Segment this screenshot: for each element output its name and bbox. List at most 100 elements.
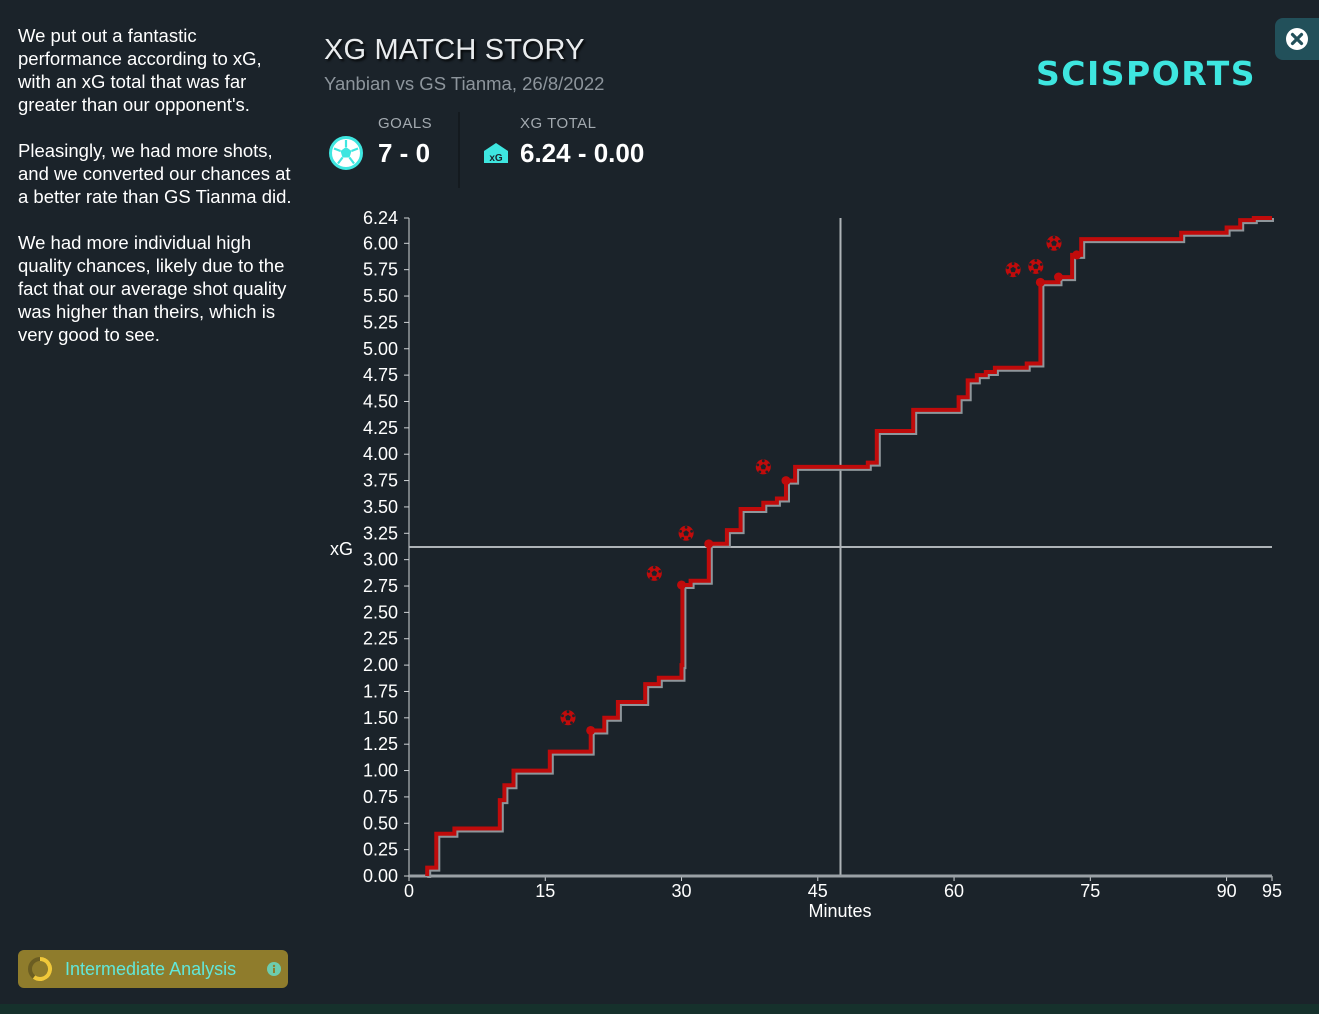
- goal-ball-center: [1051, 240, 1057, 246]
- x-tick-label: 95: [1262, 881, 1282, 901]
- y-tick-label: 4.75: [363, 365, 398, 385]
- goal-ball-patch: [679, 529, 682, 533]
- goal-ball-patch: [1047, 239, 1050, 243]
- y-tick-label: 5.25: [363, 312, 398, 332]
- goal-ball-patch: [1034, 259, 1038, 262]
- match-summary: We put out a fantastic performance accor…: [18, 24, 293, 369]
- xg-badge-text: xG: [489, 153, 503, 164]
- progress-ring-icon: [28, 957, 52, 981]
- goal-ball-patch: [1056, 246, 1059, 250]
- y-tick-label: 2.25: [363, 629, 398, 649]
- y-tick-label: 3.50: [363, 497, 398, 517]
- y-tick-label: 3.25: [363, 523, 398, 543]
- goal-ball-patch: [681, 536, 684, 540]
- goal-ball-center: [683, 530, 689, 536]
- y-tick-label: 6.24: [363, 208, 398, 228]
- intermediate-analysis-button[interactable]: Intermediate Analysis: [18, 950, 288, 988]
- close-icon: [1286, 28, 1308, 50]
- goal-ball-marker: [1028, 259, 1044, 274]
- shot-dot: [1054, 272, 1064, 282]
- x-axis-label: Minutes: [808, 901, 871, 921]
- close-button[interactable]: [1275, 18, 1319, 60]
- y-tick-label: 0.75: [363, 787, 398, 807]
- goal-ball-patch: [684, 525, 688, 529]
- y-tick-label: 1.75: [363, 681, 398, 701]
- goal-ball-patch: [649, 577, 653, 580]
- goal-ball-patch: [566, 710, 570, 714]
- y-tick-label: 4.50: [363, 391, 398, 411]
- y-tick-label: 3.00: [363, 550, 398, 570]
- chart-axes: 0.00 0.25 0.50 0.75 1.00 1.25 1.50 1.75 2.00 2.25…: [363, 208, 1282, 901]
- y-axis-label: xG: [330, 539, 353, 559]
- goal-ball-patch: [656, 577, 660, 580]
- y-tick-label: 4.00: [363, 444, 398, 464]
- y-tick-label: 2.75: [363, 576, 398, 596]
- analysis-label: Intermediate Analysis: [65, 959, 237, 979]
- goal-ball-patch: [1006, 266, 1009, 270]
- goal-ball-marker: [755, 459, 771, 475]
- goal-ball-marker: [560, 710, 576, 726]
- goal-ball-marker: [1005, 262, 1021, 278]
- goal-ball-patch: [1030, 270, 1034, 273]
- shot-markers: [560, 235, 1082, 735]
- goal-ball-center: [760, 463, 767, 470]
- goal-ball-patch: [1058, 239, 1061, 243]
- goal-ball-patch: [761, 459, 765, 463]
- y-tick-label: 2.00: [363, 655, 398, 675]
- x-tick-label: 60: [944, 881, 964, 901]
- summary-paragraph-2: Pleasingly, we had more shots, and we co…: [18, 140, 292, 207]
- y-tick-label: 1.50: [363, 708, 398, 728]
- y-tick-label: 0.25: [363, 840, 398, 860]
- goal-ball-marker: [678, 525, 694, 541]
- goal-ball-patch: [765, 470, 769, 474]
- goal-ball-patch: [561, 714, 564, 718]
- x-tick-label: 15: [535, 881, 555, 901]
- team-xg-line-shadow: [427, 218, 1274, 878]
- goal-ball-patch: [1017, 266, 1020, 270]
- goal-ball-patch: [647, 570, 651, 573]
- xg-badge-icon: xG: [484, 143, 508, 164]
- goal-ball-center: [651, 570, 658, 576]
- x-tick-label: 90: [1217, 881, 1237, 901]
- y-tick-label: 6.00: [363, 233, 398, 253]
- goal-ball-patch: [1039, 263, 1043, 266]
- xg-total-value: 6.24 - 0.00: [520, 138, 645, 168]
- goal-ball-patch: [652, 566, 656, 569]
- goal-ball-center: [565, 714, 571, 721]
- goal-ball-patch: [572, 714, 575, 718]
- y-tick-label: 1.25: [363, 734, 398, 754]
- goal-ball-patch: [1015, 273, 1018, 277]
- soccer-ball-icon: [329, 136, 363, 170]
- y-tick-label: 3.75: [363, 471, 398, 491]
- goal-ball-marker: [1046, 235, 1062, 251]
- goal-ball-patch: [1028, 263, 1032, 266]
- x-tick-label: 30: [672, 881, 692, 901]
- match-subtitle: Yanbian vs GS Tianma, 26/8/2022: [324, 73, 605, 94]
- goal-ball-patch: [658, 570, 662, 573]
- goals-value: 7 - 0: [378, 138, 431, 168]
- x-tick-label: 75: [1080, 881, 1100, 901]
- goal-ball-patch: [1049, 246, 1052, 250]
- summary-paragraph-1: We put out a fantastic performance accor…: [18, 25, 262, 115]
- y-tick-label: 5.75: [363, 260, 398, 280]
- goal-ball-marker: [646, 565, 662, 581]
- y-tick-label: 0.00: [363, 866, 398, 886]
- goal-ball-patch: [570, 721, 573, 725]
- goal-ball-patch: [1037, 270, 1041, 273]
- y-tick-label: 5.50: [363, 286, 398, 306]
- goal-ball-patch: [1052, 235, 1056, 239]
- goal-ball-patch: [690, 529, 693, 533]
- page-title: XG MATCH STORY: [324, 34, 585, 66]
- info-icon[interactable]: [267, 962, 281, 976]
- shot-dot: [704, 539, 714, 549]
- xg-total-label: XG TOTAL: [520, 115, 597, 132]
- summary-paragraph-3: We had more individual high quality chan…: [18, 232, 287, 345]
- goal-ball-patch: [688, 536, 691, 540]
- y-tick-label: 5.00: [363, 339, 398, 359]
- goal-ball-patch: [1008, 273, 1011, 277]
- y-tick-label: 2.50: [363, 602, 398, 622]
- goals-label: GOALS: [378, 115, 433, 132]
- y-tick-label: 1.00: [363, 761, 398, 781]
- goal-ball-patch: [756, 463, 760, 467]
